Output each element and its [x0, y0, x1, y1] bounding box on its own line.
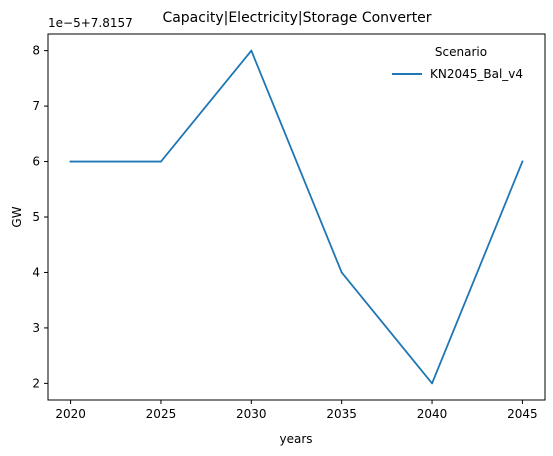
y-tick-label: 8	[32, 44, 40, 58]
data-point	[431, 382, 433, 385]
data-point	[69, 160, 72, 163]
legend-label-kn2045-bal-v4: KN2045_Bal_v4	[430, 67, 523, 81]
series-line-kn2045-bal-v4	[69, 49, 524, 385]
y-axis: 2 3 4 5 6 7 8	[32, 44, 48, 390]
series-layer	[69, 49, 524, 385]
x-axis-label: years	[279, 432, 312, 446]
legend-title: Scenario	[435, 45, 487, 59]
x-axis: 2020 2025 2030 2035 2040 2045	[55, 400, 538, 421]
data-point	[250, 49, 253, 52]
chart-title: Capacity|Electricity|Storage Converter	[162, 10, 431, 26]
x-tick-label: 2030	[236, 407, 267, 421]
data-point	[340, 271, 343, 274]
x-tick-label: 2040	[417, 407, 448, 421]
legend: Scenario KN2045_Bal_v4	[392, 45, 523, 81]
x-tick-label: 2035	[326, 407, 357, 421]
y-tick-label: 7	[32, 99, 40, 113]
y-tick-label: 6	[32, 155, 40, 169]
plot-frame	[47, 33, 546, 401]
data-point	[160, 160, 162, 163]
y-tick-label: 4	[32, 265, 40, 279]
x-tick-label: 2045	[507, 407, 538, 421]
y-tick-label: 2	[32, 376, 40, 390]
y-tick-label: 3	[32, 321, 40, 335]
x-tick-label: 2025	[146, 407, 177, 421]
data-point	[521, 160, 524, 163]
x-tick-label: 2020	[55, 407, 86, 421]
y-axis-label: GW	[10, 206, 24, 227]
y-tick-label: 5	[32, 210, 40, 224]
y-offset-label: 1e−5+7.8157	[48, 16, 133, 30]
plot-area	[47, 33, 546, 401]
